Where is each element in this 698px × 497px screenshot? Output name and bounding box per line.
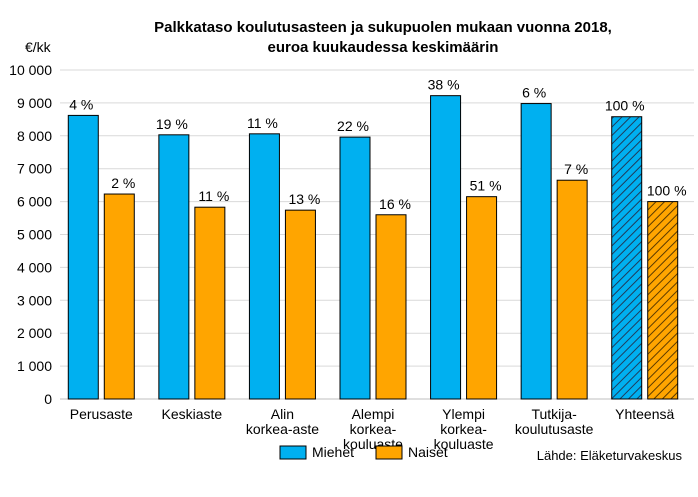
- legend-label-miehet: Miehet: [312, 444, 354, 460]
- bar-miehet: [520, 103, 552, 400]
- category-label: Perusaste: [70, 406, 133, 422]
- source-note: Lähde: Eläketurvakeskus: [537, 448, 683, 463]
- data-label-miehet: 6 %: [522, 85, 546, 101]
- bar-naiset: [647, 201, 679, 400]
- data-label-naiset: 13 %: [288, 191, 320, 207]
- category-label: korkea-: [440, 421, 487, 437]
- y-axis-ticks: 0 1 000 2 000 3 000 4 000 5 000 6 000 7 000 8 00…: [9, 62, 52, 407]
- y-tick-label: 9 000: [17, 95, 52, 111]
- category-label: Ylempi: [442, 406, 485, 422]
- bar-naiset: [284, 209, 316, 400]
- data-label-miehet: 11 %: [247, 115, 278, 131]
- bar-miehet: [611, 116, 643, 400]
- bar-naiset: [103, 193, 135, 400]
- legend-label-naiset: Naiset: [408, 444, 448, 460]
- data-label-miehet: 100 %: [605, 98, 645, 114]
- legend-swatch-miehet: [279, 445, 307, 460]
- category-label: Alempi: [352, 406, 395, 422]
- data-label-miehet: 19 %: [156, 116, 188, 132]
- category-label: koulutusaste: [515, 421, 594, 437]
- y-tick-label: 8 000: [17, 128, 52, 144]
- data-label-naiset: 7 %: [564, 161, 588, 177]
- bar-naiset: [556, 179, 588, 400]
- data-labels: 4 % 2 % 19 % 11 % 11 % 13 % 22 % 16 % 38 % 51 % 6 …: [69, 77, 686, 212]
- bar-miehet: [430, 95, 462, 400]
- category-label: Keskiaste: [162, 406, 223, 422]
- y-tick-label: 0: [44, 391, 52, 407]
- category-label: kouluaste: [434, 436, 494, 452]
- category-label: korkea-aste: [246, 421, 319, 437]
- data-label-miehet: 22 %: [337, 118, 369, 134]
- bar-miehet: [158, 134, 190, 400]
- x-axis-category-labels: Perusaste Keskiaste Alinkorkea-asteAlempik…: [70, 406, 675, 452]
- data-label-naiset: 51 %: [470, 178, 502, 194]
- bar-naiset: [466, 196, 498, 400]
- category-label: Tutkija-: [531, 406, 577, 422]
- bar-naiset: [375, 214, 407, 400]
- y-tick-label: 7 000: [17, 161, 52, 177]
- chart-title-line-2: euroa kuukaudessa keskimäärin: [268, 39, 499, 56]
- data-label-miehet: 4 %: [69, 96, 93, 112]
- y-tick-label: 3 000: [17, 292, 52, 308]
- y-tick-label: 1 000: [17, 358, 52, 374]
- y-axis-unit-label: €/kk: [25, 39, 52, 55]
- bar-naiset: [194, 206, 226, 400]
- data-label-miehet: 38 %: [428, 77, 460, 93]
- legend: Miehet Naiset: [279, 444, 448, 460]
- bar-miehet: [339, 136, 371, 400]
- data-label-naiset: 16 %: [379, 196, 411, 212]
- category-label: korkea-: [350, 421, 397, 437]
- y-tick-label: 5 000: [17, 227, 52, 243]
- y-tick-label: 2 000: [17, 325, 52, 341]
- y-tick-label: 10 000: [9, 62, 52, 78]
- legend-swatch-naiset: [375, 445, 403, 460]
- category-label: Alin: [271, 406, 294, 422]
- data-label-naiset: 100 %: [647, 183, 687, 199]
- chart-title-line-1: Palkkataso koulutusasteen ja sukupuolen …: [154, 19, 612, 36]
- y-tick-label: 4 000: [17, 259, 52, 275]
- bar-miehet: [248, 133, 280, 400]
- data-label-naiset: 2 %: [111, 175, 135, 191]
- y-tick-label: 6 000: [17, 194, 52, 210]
- bar-miehet: [67, 114, 99, 400]
- bars: [67, 95, 679, 400]
- category-label: Yhteensä: [615, 406, 674, 422]
- data-label-naiset: 11 %: [198, 188, 229, 204]
